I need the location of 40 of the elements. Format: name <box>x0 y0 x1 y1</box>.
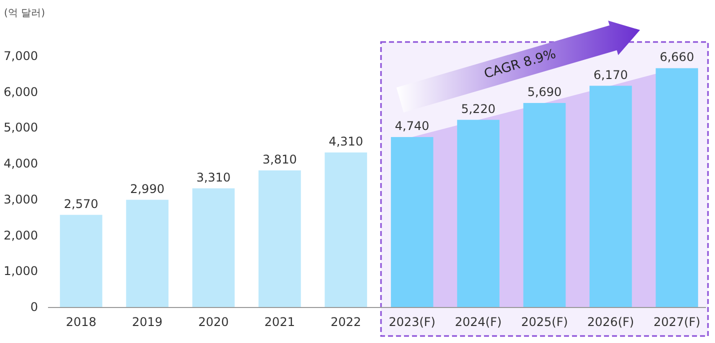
x-tick-label: 2024(F) <box>454 315 502 329</box>
x-tick-label: 2025(F) <box>521 315 568 329</box>
x-tick-label: 2020 <box>198 315 229 329</box>
x-tick-label: 2026(F) <box>587 315 634 329</box>
text: 4,310 <box>328 134 364 148</box>
text: 5,220 <box>461 102 496 116</box>
text: 2,570 <box>64 196 98 211</box>
y-tick-label: 6,000 <box>4 84 38 99</box>
x-tick-label: 2022 <box>330 315 362 329</box>
y-tick-label: 0 <box>30 300 38 314</box>
bar <box>457 120 500 307</box>
y-tick-label: 7,000 <box>4 49 38 63</box>
y-tick-label: 2,000 <box>4 228 38 242</box>
x-tick-label: 2021 <box>264 315 295 329</box>
text: 2,990 <box>130 182 164 196</box>
bar <box>324 152 368 307</box>
x-tick-label: 2018 <box>66 315 96 329</box>
y-tick-label: 1,000 <box>4 264 38 278</box>
text: 6,170 <box>594 68 628 82</box>
bar <box>590 86 632 307</box>
y-tick-label: 3,000 <box>4 192 38 206</box>
bar <box>390 137 434 307</box>
bar <box>192 188 235 307</box>
text: 6,660 <box>660 50 694 64</box>
bar <box>258 170 301 307</box>
x-tick-label: 2023(F) <box>388 315 436 329</box>
bar <box>126 200 168 307</box>
text: 5,690 <box>527 84 562 99</box>
text: 4,740 <box>394 119 430 134</box>
text: 3,310 <box>196 170 231 184</box>
y-tick-label: 4,000 <box>4 156 38 171</box>
y-axis-title: (억 달러) <box>4 8 46 19</box>
x-tick-label: 2019 <box>132 315 163 329</box>
annotation: CAGR 8.9% <box>482 46 558 82</box>
text: 3,810 <box>262 152 297 166</box>
x-tick-label: 2027(F) <box>653 315 700 329</box>
bar <box>523 102 566 307</box>
bar <box>60 214 102 307</box>
y-tick-label: 5,000 <box>4 120 38 135</box>
bar <box>656 68 698 307</box>
